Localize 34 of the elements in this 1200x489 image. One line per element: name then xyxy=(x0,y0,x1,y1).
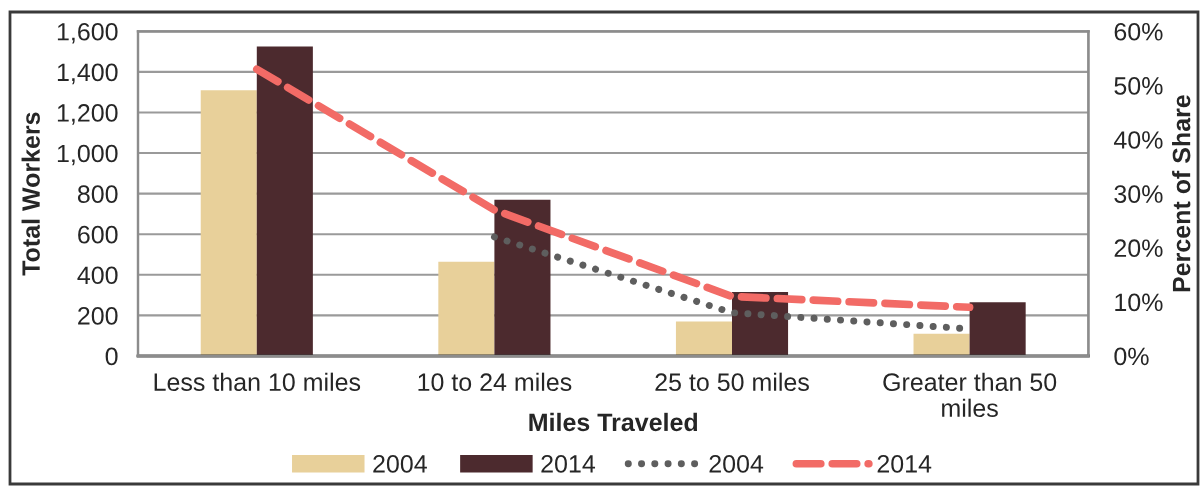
y-tick-label: 1,200 xyxy=(57,104,118,125)
y2-tick-label: 60% xyxy=(1114,22,1163,41)
y-tick-label: 1,000 xyxy=(57,144,118,166)
bar xyxy=(675,321,732,356)
x-tick-label: 10 to 24 miles xyxy=(418,372,572,392)
bar xyxy=(494,199,551,356)
bar xyxy=(969,302,1026,356)
y2-tick-label: 40% xyxy=(1113,131,1163,149)
legend-label: 2014 xyxy=(877,455,932,473)
y2-tick-label: 20% xyxy=(1114,239,1163,258)
x-tick-label: Greater than 50 miles xyxy=(883,372,1057,418)
y-tick-label: 200 xyxy=(78,307,118,325)
x-axis-title: Miles Traveled xyxy=(529,412,698,432)
y2-axis-title: Percent of Share xyxy=(1172,95,1191,292)
y-tick-label: 1,600 xyxy=(57,22,118,44)
y-tick-label: 600 xyxy=(78,225,118,244)
y-tick-label: 0 xyxy=(105,347,118,366)
bar xyxy=(438,261,495,356)
y-tick-label: 1,400 xyxy=(57,63,118,85)
y-tick-label: 800 xyxy=(77,185,118,203)
y2-tick-label: 0% xyxy=(1114,347,1149,366)
legend-label: 2014 xyxy=(541,455,596,473)
y2-tick-label: 10% xyxy=(1115,293,1163,312)
x-tick-label: 25 to 50 miles xyxy=(655,372,809,392)
legend-label: 2004 xyxy=(709,455,764,473)
bar xyxy=(200,90,257,356)
y2-tick-label: 30% xyxy=(1114,185,1163,203)
legend-label: 2004 xyxy=(373,455,427,473)
x-tick-label: Less than 10 miles xyxy=(154,372,361,392)
y-tick-label: 400 xyxy=(77,266,118,285)
y2-tick-label: 50% xyxy=(1114,77,1163,95)
bar xyxy=(913,333,970,356)
bar xyxy=(256,46,313,356)
y-axis-title: Total Workers xyxy=(21,112,40,276)
